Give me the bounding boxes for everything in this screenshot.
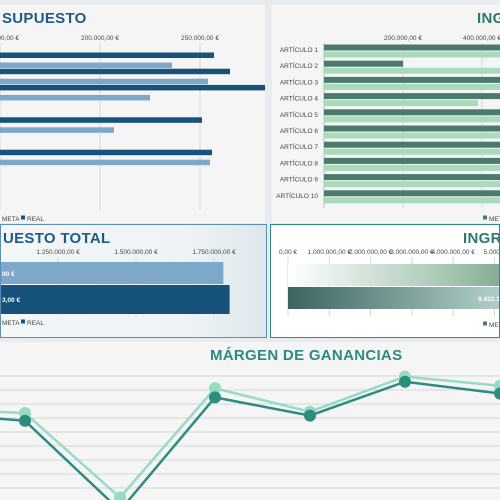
category-label: ARTÍCULO 9 (280, 175, 319, 184)
bar-real (0, 68, 230, 75)
tick-label: 250.000,00 € (181, 35, 219, 42)
category-label: ARTÍCULO 6 (280, 126, 319, 135)
category-label: ARTÍCULO 7 (280, 142, 319, 151)
bar-real (1, 285, 230, 314)
bar-meta (324, 116, 500, 123)
tick-label: 1.250.000,00 € (36, 249, 80, 256)
legend-swatch (483, 215, 487, 220)
bar-meta (0, 78, 208, 85)
bar-real (324, 125, 500, 132)
tick-label: 0,00 € (279, 249, 297, 256)
bar-meta (0, 62, 172, 68)
category-label: ARTÍCULO 4 (280, 94, 319, 103)
tick-label: 1.000.000,00 € (308, 249, 352, 256)
ingresos-total-panel: INGRES 0,00 € 1.000.000,00 €2.000.000,00 … (270, 224, 500, 338)
tick-label: 150.000,00 € (0, 35, 19, 42)
bar-real (0, 52, 214, 58)
ingresos-chart: 200.000,00 €400.000,00 €60ARTÍCULO 1ARTÍ… (276, 35, 500, 223)
data-point (19, 414, 31, 427)
tick-label: 400.000,00 € (463, 35, 500, 42)
bar-meta (0, 127, 114, 133)
bar-meta (324, 148, 500, 155)
bar-label: 9.432.128,0 (478, 296, 500, 303)
presupuesto-chart: 150.000,00 €200.000,00 €250.000,00 €300.… (0, 35, 265, 223)
tick-label: 1.500.000,00 € (114, 249, 158, 256)
bar-real (324, 109, 500, 116)
legend-meta: MET (489, 216, 500, 223)
legend-meta: META (2, 320, 20, 327)
ingresos-panel: INGR 200.000,00 €400.000,00 €60ARTÍCULO … (272, 5, 500, 223)
presupuesto-total-chart: 1.250.000,00 € 1.500.000,00 € 1.750.000,00… (1, 249, 236, 327)
tick-label: 1.750.000,00 € (192, 249, 236, 256)
bar-meta (324, 164, 500, 171)
series-line (0, 380, 500, 500)
bar-meta (324, 197, 500, 204)
bar-meta (324, 51, 500, 58)
bar-real (324, 174, 500, 181)
ingresos-title: INGR (477, 10, 500, 27)
bar-real (324, 141, 500, 148)
bar-label: 3,00 € (2, 297, 20, 304)
data-point (209, 391, 221, 404)
tick-label: 2.000.000,00 € (349, 249, 393, 256)
legend-real: REAL (27, 320, 44, 327)
bar-meta (324, 100, 479, 107)
data-point (494, 387, 500, 400)
category-label: ARTÍCULO 2 (280, 61, 319, 70)
presupuesto-total-title: UESTO TOTAL (3, 230, 111, 247)
tick-label: 5.000.0 (484, 249, 500, 256)
ingresos-total-title: INGRES (463, 230, 499, 247)
tick-label: 3.000.000,00 € (390, 249, 434, 256)
tick-label: 200.000,00 € (384, 35, 422, 42)
legend-meta: MET (489, 322, 500, 329)
legend-real-swatch (21, 215, 25, 220)
bar-real (324, 76, 500, 83)
legend-real-swatch (21, 319, 25, 324)
bar-meta (324, 181, 500, 188)
bar-meta (0, 94, 150, 101)
presupuesto-panel: SUPUESTO 150.000,00 € 200.000,00 € 250.000… (0, 5, 265, 223)
bar-meta (324, 132, 500, 139)
data-point (399, 375, 411, 388)
bar-real (324, 44, 500, 51)
bar-real (0, 149, 212, 156)
bar-meta (1, 262, 224, 284)
category-label: ARTÍCULO 5 (280, 110, 319, 119)
tick-label: 200.000,00 € (81, 35, 119, 42)
category-label: ARTÍCULO 1 (280, 45, 319, 54)
ingresos-total-chart: 0,00 € 1.000.000,00 €2.000.000,00 €3.000.… (279, 249, 500, 329)
bar-real (324, 93, 500, 100)
legend-swatch (483, 321, 487, 326)
tick-label: 4.000.000,00 € (432, 249, 476, 256)
data-point (304, 409, 316, 422)
margen-title: MÁRGEN DE GANANCIAS (210, 347, 403, 364)
category-label: ARTÍCULO 10 (276, 191, 318, 200)
bar-real (324, 190, 500, 197)
bar-meta (324, 67, 500, 74)
series-line (0, 375, 500, 500)
data-point (209, 382, 221, 395)
bar-real (0, 117, 202, 123)
legend-meta: META (2, 216, 20, 223)
bar-meta (324, 83, 500, 90)
bar-label: 00 € (2, 271, 15, 278)
category-label: ARTÍCULO 3 (280, 77, 319, 86)
bar-real (324, 60, 403, 67)
presupuesto-total-panel: UESTO TOTAL 1.250.000,00 € 1.500.000,00 €… (0, 224, 267, 338)
legend-real: REAL (27, 216, 44, 223)
bar-real (288, 264, 499, 286)
presupuesto-title: SUPUESTO (2, 10, 87, 27)
data-point (114, 491, 126, 500)
margen-panel: MÁRGEN DE GANANCIAS (0, 342, 500, 500)
bar-real (0, 84, 265, 91)
category-label: ARTÍCULO 8 (280, 158, 319, 167)
bar-meta (0, 159, 210, 166)
margen-chart (0, 370, 500, 500)
bar-real (324, 157, 500, 164)
bar-meta (288, 287, 499, 309)
